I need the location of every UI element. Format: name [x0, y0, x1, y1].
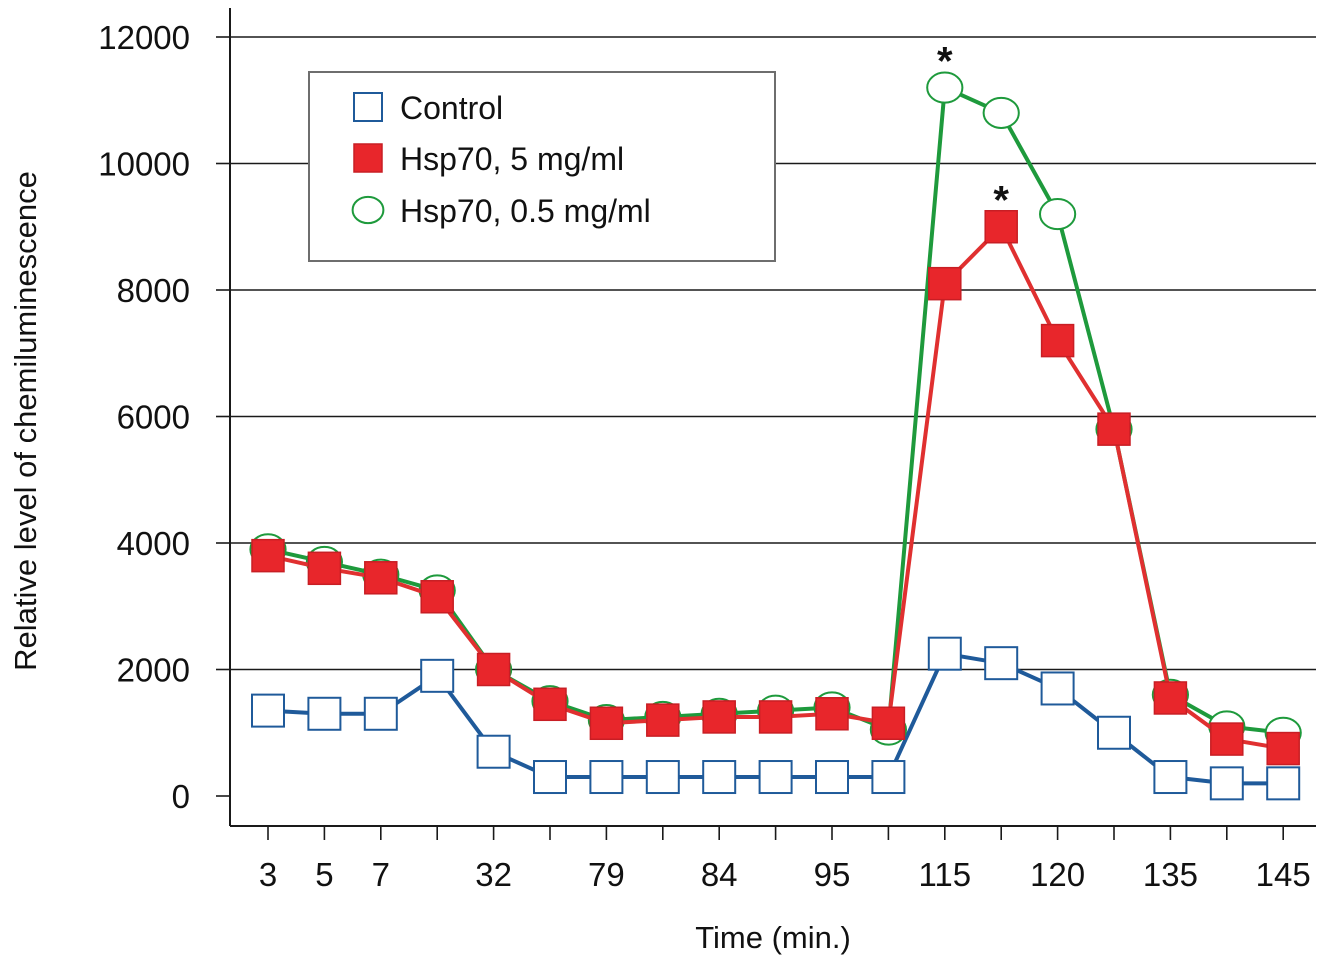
x-tick-label: 79: [588, 856, 625, 893]
data-point: [927, 636, 962, 671]
legend-box: [308, 71, 776, 262]
data-point: [928, 266, 962, 301]
data-point: [1210, 722, 1244, 756]
data-point: [758, 700, 793, 734]
axes: [216, 8, 1316, 840]
y-tick-label: 0: [172, 778, 190, 815]
data-series: [249, 71, 1302, 801]
data-point: [645, 760, 680, 795]
y-tick-labels: 0 2000 4000 6000 8000 10000 12000: [98, 19, 190, 815]
series-0: [251, 636, 1301, 801]
y-tick-label: 12000: [98, 19, 190, 56]
data-point: [1209, 766, 1244, 801]
data-point: [982, 96, 1020, 129]
data-point: [476, 734, 511, 769]
x-tick-label: 120: [1030, 856, 1085, 893]
data-point: [1040, 671, 1075, 706]
data-point: [871, 706, 906, 741]
data-point: [1266, 731, 1300, 766]
data-point: [1039, 198, 1077, 231]
legend-marker: [353, 92, 383, 122]
data-point: [702, 760, 737, 795]
y-tick-label: 2000: [117, 652, 190, 689]
data-point: [984, 210, 1018, 244]
series-1: [251, 210, 1300, 766]
x-tick-label: 84: [701, 856, 738, 893]
data-point: [1266, 766, 1301, 801]
y-tick-label: 10000: [98, 146, 190, 183]
data-point: [533, 687, 567, 722]
data-point: [646, 703, 680, 737]
data-point: [1153, 681, 1188, 715]
x-tick-label: 5: [315, 856, 333, 893]
data-point: [533, 760, 567, 795]
legend-marker: [351, 195, 385, 225]
data-point: [420, 658, 455, 693]
significance-marker: *: [937, 39, 953, 83]
y-axis-title: Relative level of chemiluminescence: [8, 171, 43, 671]
data-point: [251, 693, 285, 728]
data-point: [702, 700, 736, 734]
legend-label: Hsp70, 0.5 mg/ml: [400, 193, 651, 229]
data-point: [364, 561, 398, 595]
data-point: [1040, 323, 1075, 358]
data-point: [984, 646, 1019, 681]
x-tick-label: 135: [1143, 856, 1198, 893]
x-axis-title: Time (min.): [695, 920, 851, 955]
x-tick-label: 115: [918, 856, 971, 893]
x-tick-labels: 3 5 7 32 79 84 95 115 120 135 145: [259, 856, 1311, 893]
x-tick-label: 95: [814, 856, 851, 893]
data-point: [307, 551, 342, 586]
data-point: [420, 580, 454, 614]
legend-marker: [353, 143, 383, 173]
data-point: [815, 760, 849, 795]
data-point: [363, 696, 398, 731]
annotations: **: [937, 39, 1009, 222]
legend: Control Hsp70, 5 mg/ml Hsp70, 0.5 mg/ml: [308, 71, 776, 262]
data-point: [815, 697, 849, 731]
data-point: [1153, 760, 1188, 795]
data-point: [307, 696, 342, 731]
x-tick-label: 7: [372, 856, 390, 893]
legend-label: Control: [400, 90, 503, 126]
x-tick-label: 3: [259, 856, 277, 893]
data-point: [476, 652, 511, 687]
data-point: [926, 71, 964, 104]
data-point: [1097, 715, 1131, 750]
y-tick-label: 6000: [117, 399, 190, 436]
y-tick-label: 8000: [117, 272, 190, 309]
x-tick-label: 145: [1256, 856, 1311, 893]
legend-label: Hsp70, 5 mg/ml: [400, 141, 624, 177]
data-point: [589, 760, 624, 795]
data-point: [1097, 412, 1131, 446]
data-point: [251, 538, 285, 573]
data-point: [871, 760, 906, 795]
data-point: [589, 706, 624, 741]
x-tick-label: 32: [475, 856, 512, 893]
significance-marker: *: [993, 179, 1009, 223]
data-point: [758, 760, 793, 795]
y-tick-label: 4000: [117, 525, 190, 562]
